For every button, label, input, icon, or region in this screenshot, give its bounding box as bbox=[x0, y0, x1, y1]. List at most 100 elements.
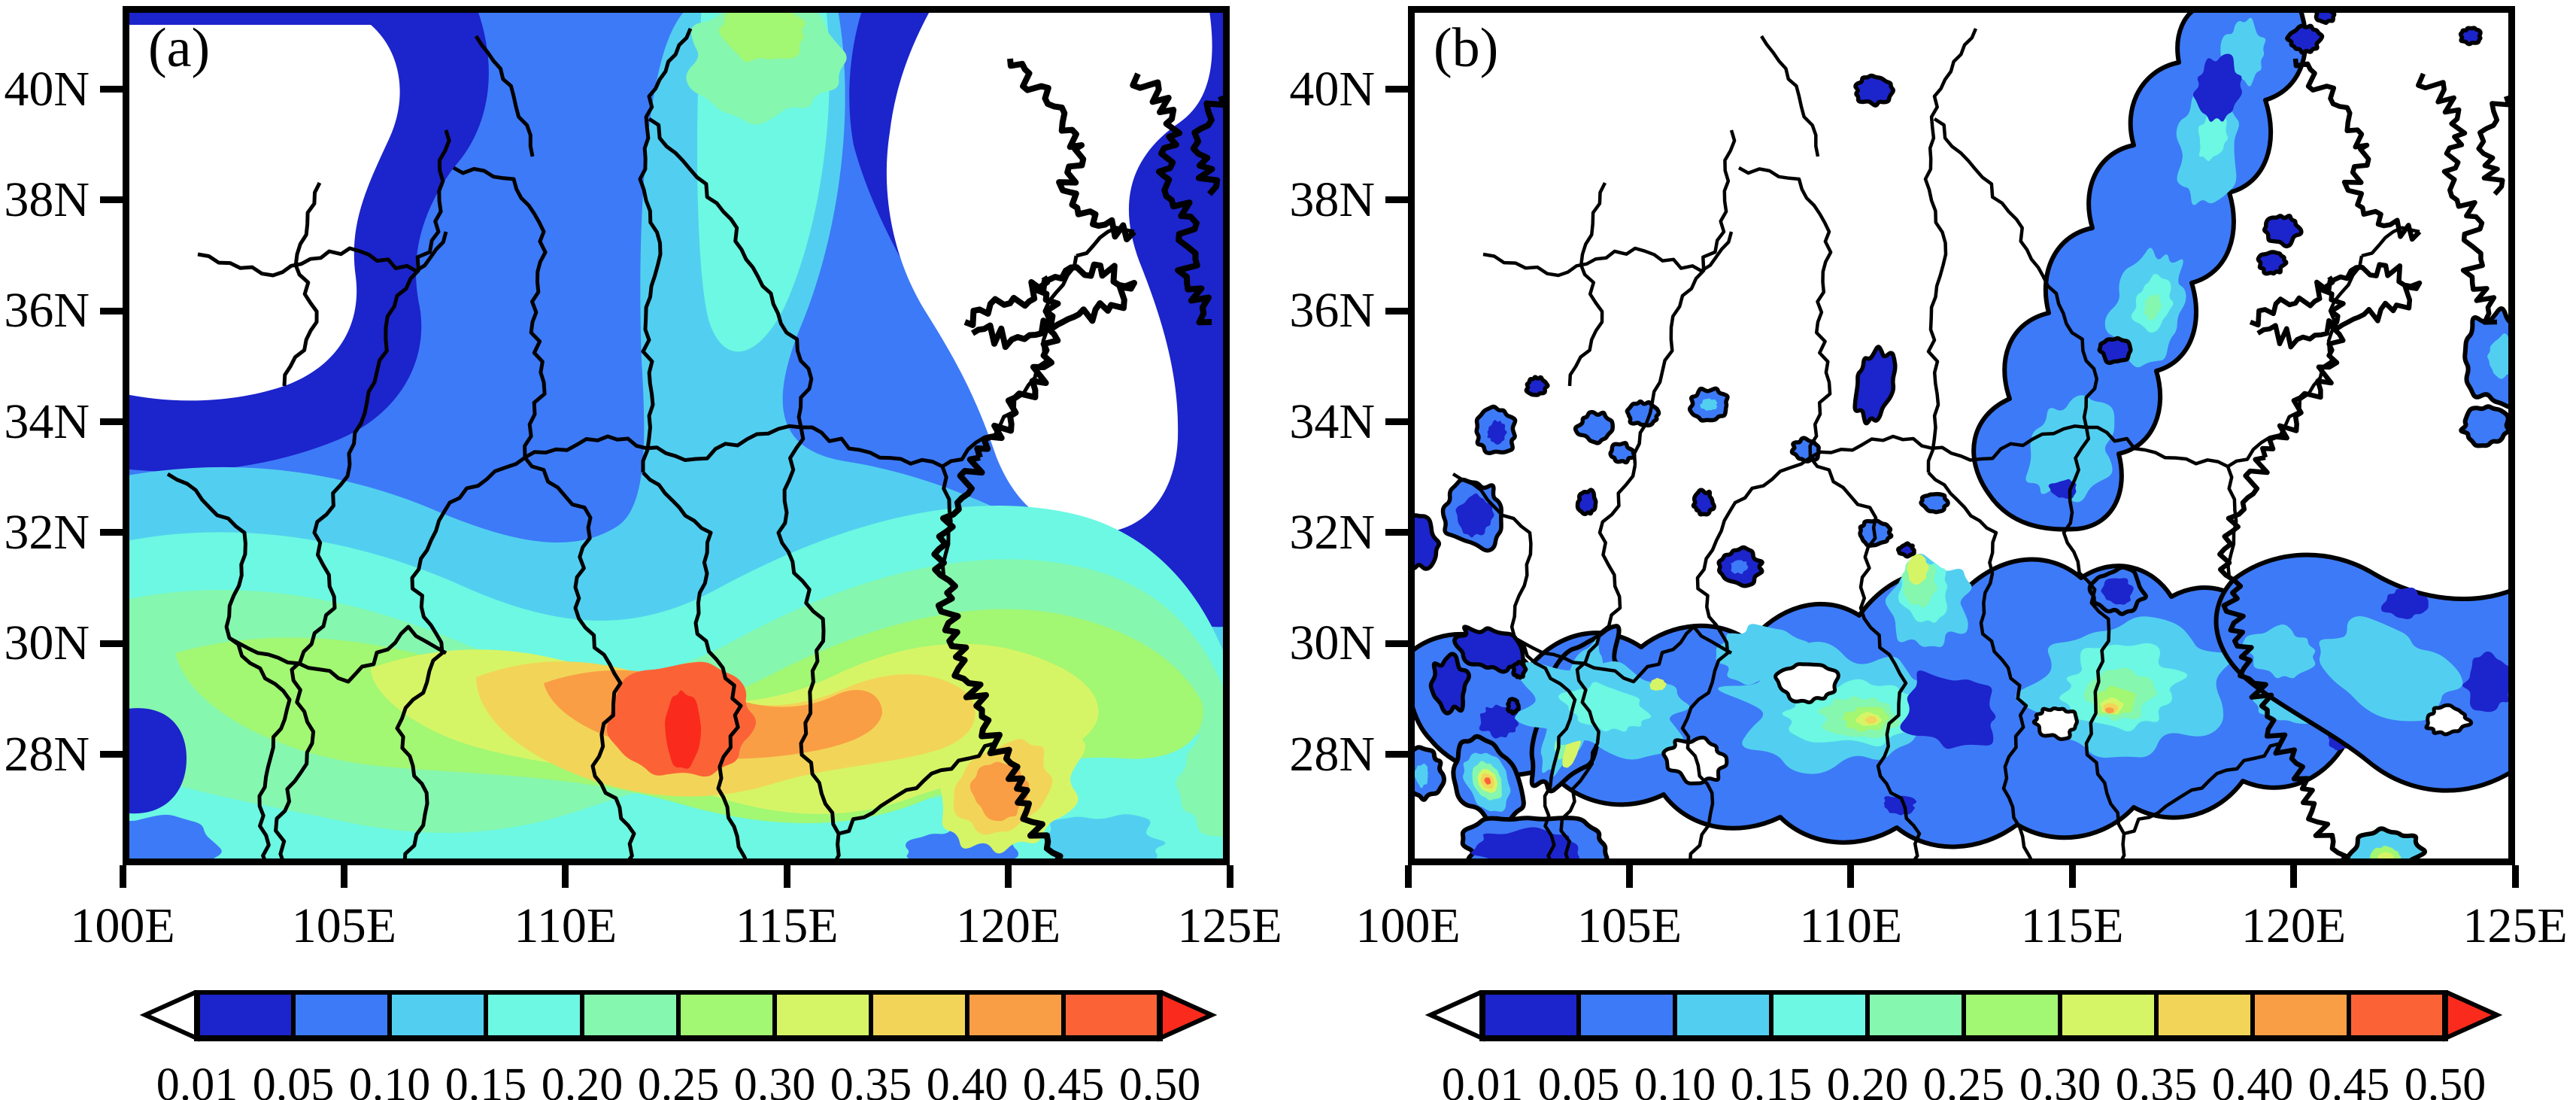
lat-tick bbox=[100, 640, 123, 647]
colorbar-b: 0.01 0.05 0.10 0.15 0.20 0.25 0.30 0.35 0.40 0.45… bbox=[1408, 988, 2515, 1100]
colorbar-tick-label: 0.35 bbox=[830, 1059, 912, 1100]
colorbar-svg: 0.01 0.05 0.10 0.15 0.20 0.25 0.30 0.35 0.40 0.45… bbox=[139, 988, 1218, 1100]
contour-fill-region bbox=[1575, 488, 1598, 516]
colorbar-over-arrow bbox=[2443, 988, 2503, 1042]
lon-tick bbox=[1847, 865, 1855, 888]
coastline bbox=[963, 261, 1137, 351]
lat-tick bbox=[100, 196, 123, 204]
lat-tick-label: 36N bbox=[4, 283, 90, 339]
contour-fill-region bbox=[665, 690, 702, 769]
province-boundary bbox=[228, 624, 448, 684]
map-panel-a: (a) bbox=[123, 6, 1230, 865]
contour-fill-region bbox=[1511, 660, 1528, 680]
contour-fill-region bbox=[1608, 441, 1637, 465]
colorbar-tick-label: 0.30 bbox=[2019, 1059, 2101, 1100]
lon-tick bbox=[1226, 865, 1233, 888]
province-boundary bbox=[1482, 231, 1734, 278]
colorbar-cell bbox=[2058, 989, 2159, 1041]
colorbar-tick-label: 0.45 bbox=[2308, 1059, 2390, 1100]
colorbar-tick-label: 0.05 bbox=[253, 1059, 335, 1100]
coastline bbox=[1007, 58, 1136, 242]
contour-fill-region bbox=[1046, 814, 1166, 865]
colorbar-tick-label: 0.20 bbox=[1827, 1059, 1909, 1100]
lon-tick-label: 110E bbox=[514, 898, 617, 953]
contour-fill-region bbox=[1408, 513, 1441, 571]
colorbar-cell bbox=[1061, 989, 1162, 1041]
province-boundary bbox=[1927, 471, 2036, 865]
coastline bbox=[974, 275, 1061, 459]
coastline bbox=[2260, 275, 2346, 458]
colorbar-cell bbox=[2154, 989, 2255, 1041]
colorbar-a: 0.01 0.05 0.10 0.15 0.20 0.25 0.30 0.35 0.40 0.45… bbox=[123, 988, 1230, 1100]
colorbar-cell bbox=[965, 989, 1066, 1041]
province-boundary bbox=[2086, 255, 2364, 469]
lat-tick bbox=[1385, 307, 1408, 315]
colorbar-tick-label: 0.45 bbox=[1023, 1059, 1105, 1100]
lon-tick bbox=[562, 865, 569, 888]
map-panel-b: (b) bbox=[1408, 6, 2515, 865]
contour-fill-region bbox=[2319, 615, 2463, 722]
contour-fill-region bbox=[1558, 682, 1652, 732]
contour-fill-region bbox=[2144, 294, 2162, 321]
lon-tick-label: 120E bbox=[2241, 898, 2347, 953]
lat-tick-label: 28N bbox=[4, 726, 90, 782]
lat-tick-label: 30N bbox=[4, 615, 90, 671]
colorbar-cell bbox=[484, 989, 584, 1041]
lat-tick-label: 32N bbox=[1289, 504, 1375, 560]
colorbar-cell bbox=[2250, 989, 2351, 1041]
province-boundary bbox=[2123, 741, 2281, 836]
province-boundary bbox=[1632, 129, 1737, 466]
province-boundary bbox=[1809, 456, 1922, 865]
contour-fill-region bbox=[2101, 578, 2134, 605]
province-boundary bbox=[1680, 456, 1812, 865]
colorbar-tick-label: 0.50 bbox=[1119, 1059, 1201, 1100]
province-boundary bbox=[1452, 473, 1577, 865]
contour-fill-region bbox=[2262, 214, 2304, 249]
colorbar-cell bbox=[1576, 989, 1677, 1041]
province-boundary bbox=[282, 181, 322, 387]
lat-tick-label: 28N bbox=[1289, 726, 1375, 782]
contour-fill-region bbox=[2462, 651, 2512, 713]
lat-tick-label: 32N bbox=[4, 504, 90, 560]
contour-fill-region bbox=[2192, 53, 2242, 122]
colorbar-tick-label: 0.15 bbox=[445, 1059, 527, 1100]
contour-fill-region bbox=[1731, 560, 1749, 574]
colorbar-tick-label: 0.40 bbox=[2212, 1059, 2294, 1100]
lat-tick bbox=[1385, 529, 1408, 536]
lat-tick bbox=[100, 307, 123, 315]
colorbar-under-arrow bbox=[139, 988, 199, 1042]
lat-tick-label: 34N bbox=[1289, 394, 1375, 449]
coastline bbox=[1190, 95, 1227, 196]
colorbar-tick-label: 0.35 bbox=[2116, 1059, 2198, 1100]
colorbar-cell bbox=[580, 989, 681, 1041]
contour-fill-region bbox=[1896, 541, 1916, 559]
contour-fill-region bbox=[2256, 250, 2289, 276]
province-boundary bbox=[1076, 226, 1135, 258]
colorbar-svg: 0.01 0.05 0.10 0.15 0.20 0.25 0.30 0.35 0.40 0.45… bbox=[1425, 988, 2503, 1100]
province-boundary bbox=[523, 456, 636, 865]
province-boundary bbox=[1760, 35, 1820, 157]
province-boundary bbox=[1809, 424, 2087, 462]
lat-tick bbox=[1385, 418, 1408, 426]
contour-fill-region bbox=[123, 25, 400, 401]
province-boundary bbox=[2361, 226, 2420, 258]
contour-fill-region bbox=[2025, 395, 2115, 503]
coastline bbox=[2217, 454, 2348, 865]
lon-tick-label: 115E bbox=[2020, 898, 2124, 953]
colorbar-tick-label: 0.01 bbox=[1442, 1059, 1524, 1100]
lon-tick bbox=[783, 865, 790, 888]
coastline bbox=[1130, 72, 1212, 326]
contour-fill-region bbox=[1428, 652, 1471, 716]
lon-tick bbox=[2068, 865, 2076, 888]
contour-fill-region bbox=[2242, 624, 2316, 679]
contour-fill-region bbox=[1484, 777, 1491, 785]
colorbar-cell bbox=[869, 989, 969, 1041]
lon-tick-label: 105E bbox=[291, 898, 397, 953]
province-boundary bbox=[395, 455, 526, 865]
contour-map-a bbox=[123, 6, 1230, 865]
contour-fill-region bbox=[2198, 112, 2229, 162]
lat-tick-label: 34N bbox=[4, 394, 90, 449]
lon-tick bbox=[119, 865, 126, 888]
panel-label-a: (a) bbox=[148, 17, 211, 79]
